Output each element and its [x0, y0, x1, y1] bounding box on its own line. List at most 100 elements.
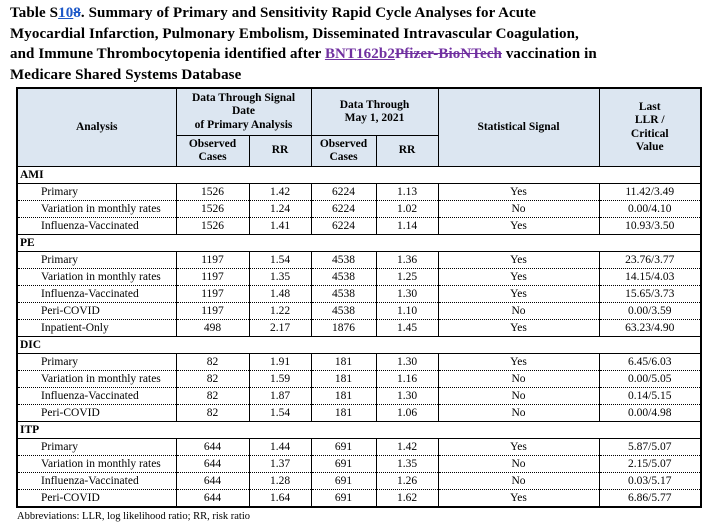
table-row: Primary 1197 1.54 4538 1.36 Yes 23.76/3.77	[16, 251, 702, 269]
table-row: Primary 82 1.91 181 1.30 Yes 6.45/6.03	[16, 353, 702, 371]
value-cell: No	[437, 370, 600, 388]
value-cell: 2.17	[248, 319, 312, 337]
value-cell: 1.91	[248, 353, 312, 371]
table-row: Variation in monthly rates 1197 1.35 4538 1.…	[16, 268, 702, 286]
section-row: AMI	[16, 166, 702, 184]
value-cell: 6224	[310, 200, 377, 218]
value-cell: 4538	[310, 268, 377, 286]
value-cell: 1.41	[248, 217, 312, 235]
value-cell: 1.35	[375, 455, 439, 473]
section-label: PE	[16, 234, 702, 252]
col-header-analysis: Analysis	[16, 87, 177, 167]
value-cell: 1.24	[248, 200, 312, 218]
summary-table: Analysis Data Through Signal Date of Pri…	[16, 87, 702, 508]
table-row: Variation in monthly rates 1526 1.24 6224 1.…	[16, 200, 702, 218]
value-cell: 82	[175, 387, 250, 405]
value-cell: 181	[310, 387, 377, 405]
value-cell: 82	[175, 370, 250, 388]
value-cell: Yes	[437, 217, 600, 235]
col-header-observed-cases-2: Observed Cases	[310, 135, 377, 167]
value-cell: 15.65/3.73	[598, 285, 702, 303]
title-text: . Summary of Primary and Sensitivity Rap…	[80, 5, 537, 21]
analysis-cell: Inpatient-Only	[16, 319, 177, 337]
value-cell: 1.13	[375, 183, 439, 201]
title-text: Medicare Shared Systems Database	[10, 66, 242, 83]
value-cell: 1.28	[248, 472, 312, 490]
section-label: ITP	[16, 421, 702, 439]
value-cell: 1197	[175, 268, 250, 286]
tracked-change-ins-blue: 10	[58, 5, 74, 21]
value-cell: No	[437, 455, 600, 473]
value-cell: 1.42	[375, 438, 439, 456]
value-cell: 1526	[175, 217, 250, 235]
section-row: DIC	[16, 336, 702, 354]
value-cell: 23.76/3.77	[598, 251, 702, 269]
tracked-change-del-purple: Pfizer-BioNTech	[394, 46, 502, 62]
title-text: Table S	[10, 5, 59, 21]
value-cell: 1.25	[375, 268, 439, 286]
value-cell: 1.35	[248, 268, 312, 286]
value-cell: 0.00/3.59	[598, 302, 702, 320]
value-cell: 1876	[310, 319, 377, 337]
value-cell: 691	[310, 489, 377, 508]
value-cell: Yes	[437, 251, 600, 269]
value-cell: 2.15/5.07	[598, 455, 702, 473]
analysis-cell: Peri-COVID	[16, 489, 177, 508]
value-cell: 1.64	[248, 489, 312, 508]
value-cell: 644	[175, 455, 250, 473]
value-cell: No	[437, 472, 600, 490]
value-cell: 10.93/3.50	[598, 217, 702, 235]
table-row: Inpatient-Only 498 2.17 1876 1.45 Yes 63.23/4.…	[16, 319, 702, 337]
value-cell: 1.42	[248, 183, 312, 201]
title-text: and Immune Thrombocytopenia identified a…	[10, 46, 325, 62]
value-cell: 1.30	[375, 353, 439, 371]
value-cell: 1.14	[375, 217, 439, 235]
analysis-cell: Variation in monthly rates	[16, 370, 177, 388]
value-cell: 6224	[310, 217, 377, 235]
col-group-may-2021: Data Through May 1, 2021	[310, 87, 439, 136]
value-cell: 6.45/6.03	[598, 353, 702, 371]
value-cell: 181	[310, 404, 377, 422]
value-cell: 498	[175, 319, 250, 337]
value-cell: 1.54	[248, 404, 312, 422]
analysis-cell: Influenza-Vaccinated	[16, 472, 177, 490]
value-cell: 0.00/5.05	[598, 370, 702, 388]
value-cell: 1.87	[248, 387, 312, 405]
table-row: Peri-COVID 644 1.64 691 1.62 Yes 6.86/5.77	[16, 489, 702, 508]
col-header-rr-1: RR	[248, 135, 312, 167]
value-cell: 1526	[175, 200, 250, 218]
value-cell: No	[437, 200, 600, 218]
value-cell: 0.00/4.98	[598, 404, 702, 422]
analysis-cell: Primary	[16, 183, 177, 201]
analysis-cell: Influenza-Vaccinated	[16, 285, 177, 303]
section-row: PE	[16, 234, 702, 252]
value-cell: 4538	[310, 251, 377, 269]
value-cell: 644	[175, 438, 250, 456]
table-row: Peri-COVID 1197 1.22 4538 1.10 No 0.00/3.59	[16, 302, 702, 320]
col-header-last-llr: Last LLR / Critical Value	[598, 87, 702, 167]
value-cell: 181	[310, 370, 377, 388]
analysis-cell: Peri-COVID	[16, 302, 177, 320]
value-cell: 1.44	[248, 438, 312, 456]
section-label: DIC	[16, 336, 702, 354]
value-cell: 1.45	[375, 319, 439, 337]
header-group-row: Analysis Data Through Signal Date of Pri…	[16, 87, 702, 167]
section-row: ITP	[16, 421, 702, 439]
table-row: Variation in monthly rates 82 1.59 181 1.16 N…	[16, 370, 702, 388]
table-row: Influenza-Vaccinated 1526 1.41 6224 1.14 Yes 1…	[16, 217, 702, 235]
value-cell: 644	[175, 489, 250, 508]
value-cell: 1.30	[375, 285, 439, 303]
value-cell: 1.59	[248, 370, 312, 388]
value-cell: Yes	[437, 268, 600, 286]
value-cell: 691	[310, 472, 377, 490]
tracked-change-ins-purple: BNT162b2	[324, 46, 395, 62]
value-cell: 1.48	[248, 285, 312, 303]
value-cell: Yes	[437, 489, 600, 508]
analysis-cell: Primary	[16, 438, 177, 456]
value-cell: 1197	[175, 285, 250, 303]
section-label: AMI	[16, 166, 702, 184]
document-title: Table S108. Summary of Primary and Sensi…	[0, 0, 703, 85]
value-cell: 4538	[310, 285, 377, 303]
value-cell: 691	[310, 455, 377, 473]
abbreviations-footnote: Abbreviations: LLR, log likelihood ratio…	[17, 511, 251, 522]
